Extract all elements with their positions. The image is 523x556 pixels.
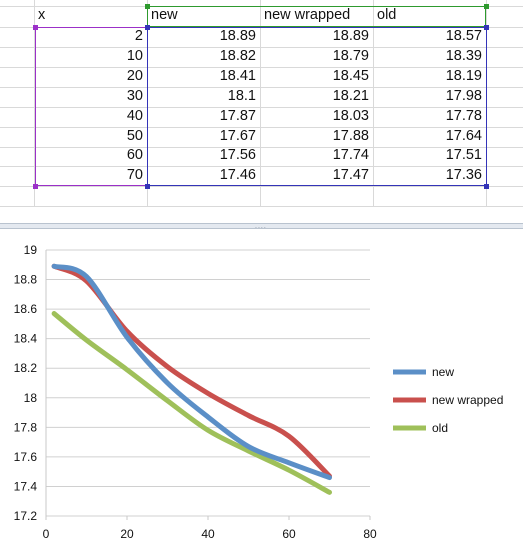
column-gridline [34, 0, 35, 206]
row-gridline [0, 67, 523, 68]
y-tick-label: 18 [24, 391, 38, 405]
legend-label-old[interactable]: old [432, 421, 448, 435]
range-handle[interactable] [33, 25, 38, 30]
row-gridline [0, 166, 523, 167]
cell-old[interactable]: 18.39 [445, 47, 482, 64]
range-handle[interactable] [484, 4, 489, 9]
series-line-old[interactable] [51, 311, 332, 495]
cell-x[interactable]: 60 [126, 147, 143, 164]
cell-old[interactable]: 17.51 [445, 147, 482, 164]
cell-old[interactable]: 17.78 [445, 107, 482, 124]
row-gridline [0, 87, 523, 88]
category-range-highlight [35, 27, 148, 186]
y-tick-label: 18.8 [14, 273, 38, 287]
header-cell-old[interactable]: old [377, 7, 397, 23]
cell-new-wrapped[interactable]: 17.88 [332, 127, 369, 144]
cell-new[interactable]: 18.41 [219, 67, 256, 84]
cell-x[interactable]: 30 [126, 87, 143, 104]
x-tick-label: 40 [201, 527, 215, 541]
cell-new[interactable]: 17.87 [219, 107, 256, 124]
values-range-highlight [147, 27, 487, 186]
row-gridline [0, 127, 523, 128]
cell-new[interactable]: 17.56 [219, 147, 256, 164]
cell-new-wrapped[interactable]: 18.03 [332, 107, 369, 124]
cell-x[interactable]: 2 [134, 28, 143, 44]
cell-x[interactable]: 50 [126, 127, 143, 144]
range-handle[interactable] [145, 4, 150, 9]
cell-new-wrapped[interactable]: 17.47 [332, 167, 369, 184]
y-tick-label: 17.4 [14, 479, 38, 493]
series-line-new-wrapped[interactable] [51, 263, 332, 479]
legend-label-new[interactable]: new [432, 365, 454, 379]
column-gridline [373, 0, 374, 206]
cell-old[interactable]: 17.64 [445, 127, 482, 144]
line-chart[interactable]: 17.2 17.4 17.6 17.8 18 18.2 18.4 18.6 18.8 19 0 20 4… [0, 229, 523, 556]
cell-new-wrapped[interactable]: 17.74 [332, 147, 369, 164]
cell-x[interactable]: 10 [126, 47, 143, 64]
row-gridline [0, 47, 523, 48]
y-tick-label: 17.8 [14, 420, 38, 434]
y-tick-label: 19 [24, 243, 38, 257]
row-gridline [0, 107, 523, 108]
column-gridline [260, 0, 261, 206]
spreadsheet[interactable]: x new new wrapped old 2 18.89 18.89 18.57 10… [0, 0, 523, 226]
cell-new[interactable]: 18.82 [219, 47, 256, 64]
header-cell-x[interactable]: x [38, 7, 46, 23]
header-cell-new[interactable]: new [151, 7, 178, 23]
cell-new-wrapped[interactable]: 18.89 [332, 28, 369, 44]
cell-new[interactable]: 18.1 [227, 87, 256, 104]
cell-new[interactable]: 18.89 [219, 28, 256, 44]
cell-new-wrapped[interactable]: 18.21 [332, 87, 369, 104]
row-gridline [0, 147, 523, 148]
x-tick-label: 60 [282, 527, 296, 541]
cell-new[interactable]: 17.46 [219, 167, 256, 184]
cell-x[interactable]: 70 [126, 167, 143, 184]
series-line-new[interactable] [51, 263, 332, 481]
x-tick-label: 0 [43, 527, 50, 541]
cell-new[interactable]: 17.67 [219, 127, 256, 144]
y-tick-label: 18.6 [14, 302, 38, 316]
range-handle[interactable] [33, 184, 38, 189]
y-tick-label: 18.2 [14, 361, 38, 375]
legend-label-new-wrapped[interactable]: new wrapped [432, 393, 503, 407]
cell-new-wrapped[interactable]: 18.79 [332, 47, 369, 64]
range-handle[interactable] [145, 184, 150, 189]
cell-old[interactable]: 17.36 [445, 167, 482, 184]
y-tick-label: 17.6 [14, 450, 38, 464]
y-tick-label: 18.4 [14, 332, 38, 346]
x-tick-label: 20 [120, 527, 134, 541]
cell-old[interactable]: 17.98 [445, 87, 482, 104]
cell-new-wrapped[interactable]: 18.45 [332, 67, 369, 84]
cell-old[interactable]: 18.57 [445, 28, 482, 44]
row-gridline [0, 206, 523, 207]
header-cell-new-wrapped[interactable]: new wrapped [264, 7, 351, 23]
range-handle[interactable] [484, 25, 489, 30]
y-tick-label: 17.2 [14, 509, 38, 523]
cell-x[interactable]: 40 [126, 107, 143, 124]
range-handle[interactable] [145, 25, 150, 30]
cell-old[interactable]: 18.19 [445, 67, 482, 84]
series-name-range-highlight [147, 6, 486, 27]
splitter-grip-icon[interactable]: .... [255, 223, 267, 230]
cell-x[interactable]: 20 [126, 67, 143, 84]
pane-splitter[interactable]: .... [0, 223, 523, 230]
range-handle[interactable] [484, 184, 489, 189]
x-tick-label: 80 [363, 527, 377, 541]
row-gridline [0, 186, 523, 187]
